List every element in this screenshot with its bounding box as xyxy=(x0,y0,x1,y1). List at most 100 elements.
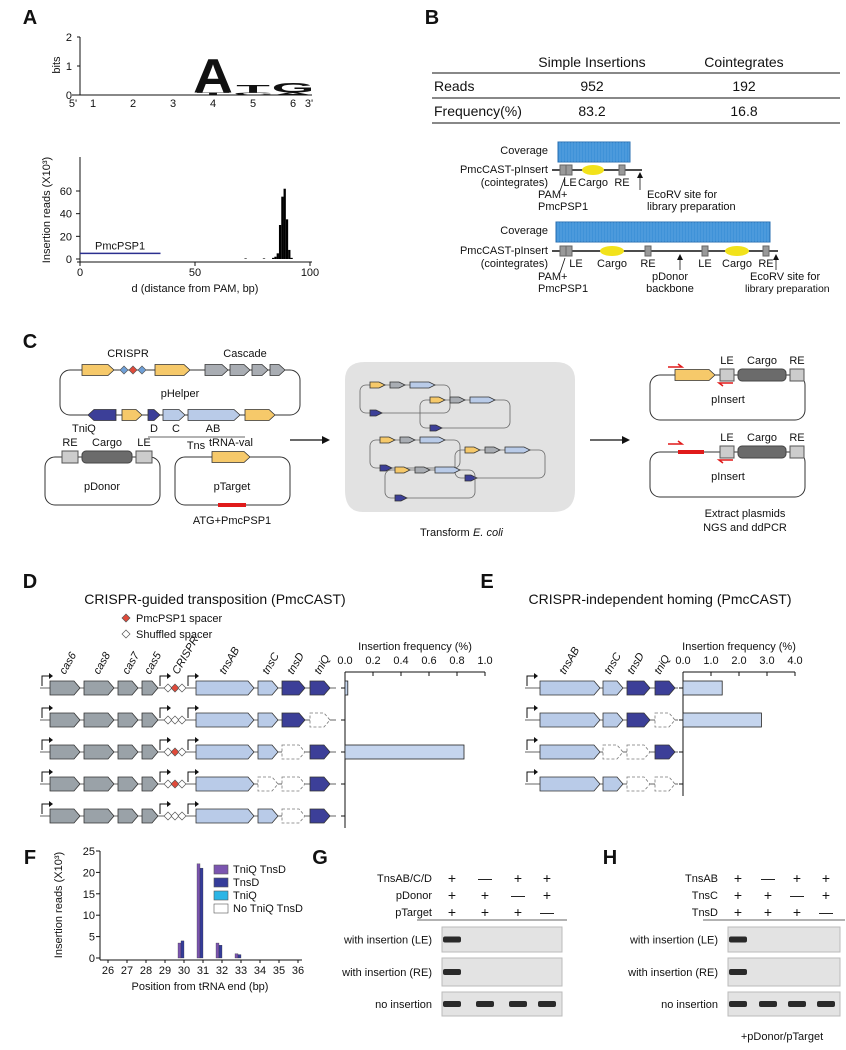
gene xyxy=(87,409,117,421)
x-tick-label: 27 xyxy=(121,965,133,977)
gene xyxy=(654,744,676,760)
label: LE xyxy=(698,258,711,270)
logo-letter: A xyxy=(273,92,313,96)
label: + xyxy=(793,904,801,920)
label: Coverage xyxy=(500,225,548,237)
shape xyxy=(789,368,805,382)
shape xyxy=(678,450,704,454)
shape xyxy=(557,141,631,163)
label: Extract plasmids xyxy=(705,508,786,520)
shape xyxy=(135,450,153,464)
gene xyxy=(195,712,255,728)
label: LE xyxy=(569,258,582,270)
gene-label: tnsAB xyxy=(217,645,242,676)
gene xyxy=(269,364,286,376)
label: PmcCAST-pInsert xyxy=(460,245,548,257)
shape xyxy=(789,445,805,459)
gene xyxy=(379,464,393,472)
y-tick-label: 10 xyxy=(83,910,95,922)
y-tick-label: 0 xyxy=(89,953,95,965)
gene xyxy=(281,744,306,760)
gene xyxy=(379,436,396,444)
label: RE xyxy=(789,432,804,444)
label: + xyxy=(481,904,489,920)
gene xyxy=(141,808,159,824)
cell: 192 xyxy=(732,78,756,94)
x-tick-label: 3.0 xyxy=(759,655,774,667)
promoter xyxy=(526,675,534,686)
cell: 952 xyxy=(580,78,604,94)
bar xyxy=(199,867,204,959)
label: +pDonor/pTarget xyxy=(741,1031,823,1043)
gene xyxy=(244,409,276,421)
gene xyxy=(414,466,431,474)
gene xyxy=(626,712,651,728)
logo-letter: A xyxy=(193,49,233,103)
x-tick-label: 0.0 xyxy=(337,655,352,667)
label: + xyxy=(822,887,830,903)
bar xyxy=(278,225,282,259)
promoter-head xyxy=(49,801,53,807)
shape xyxy=(762,245,770,257)
label: with insertion (RE) xyxy=(341,967,432,979)
label: RE xyxy=(789,355,804,367)
gene xyxy=(117,712,139,728)
gene xyxy=(211,451,251,463)
gene xyxy=(626,680,651,696)
label: (cointegrates) xyxy=(481,258,548,270)
shape xyxy=(737,445,787,459)
panel-label: B xyxy=(425,7,439,29)
x-tick-label: 29 xyxy=(159,965,171,977)
spacer xyxy=(163,715,173,725)
label: PmcPSP1 xyxy=(538,201,588,213)
promoter xyxy=(41,803,49,814)
row-header: Frequency(%) xyxy=(434,103,522,119)
promoter xyxy=(159,803,167,814)
gene xyxy=(257,744,279,760)
gene xyxy=(309,744,331,760)
gene xyxy=(195,808,255,824)
promoter xyxy=(41,739,49,750)
label: EcoRV site for xyxy=(750,271,820,283)
label: with insertion (LE) xyxy=(343,935,432,947)
promoter-head xyxy=(534,673,538,679)
x-tick-label: 1 xyxy=(90,98,96,110)
gene xyxy=(539,744,601,760)
band xyxy=(509,1001,527,1007)
label: PAM+ xyxy=(538,271,567,283)
x-tick-label: 5 xyxy=(250,98,256,110)
cell: 83.2 xyxy=(578,103,605,119)
label: Cargo xyxy=(722,258,752,270)
label: — xyxy=(790,887,804,903)
label: RE xyxy=(614,177,629,189)
shape xyxy=(565,245,573,257)
label: — xyxy=(478,870,492,886)
spacer xyxy=(177,683,187,693)
spacer xyxy=(177,715,187,725)
x-tick-label: 0.8 xyxy=(449,655,464,667)
gene xyxy=(394,494,408,502)
gene xyxy=(49,680,81,696)
gene xyxy=(117,776,139,792)
label: CRISPR xyxy=(107,348,149,360)
gene xyxy=(539,712,601,728)
gene xyxy=(309,680,331,696)
label: Cascade xyxy=(223,348,266,360)
bar xyxy=(290,257,293,259)
band xyxy=(729,1001,747,1007)
label: C xyxy=(172,423,180,435)
gene xyxy=(147,409,161,421)
x-tick-label: 0 xyxy=(77,267,83,279)
label: library preparation xyxy=(745,283,830,295)
label: NGS and ddPCR xyxy=(703,522,787,534)
spacer xyxy=(163,747,173,757)
spacer xyxy=(170,747,180,757)
spacer xyxy=(128,365,138,375)
legend-swatch xyxy=(213,877,229,888)
promoter xyxy=(159,771,167,782)
panel-label: A xyxy=(23,7,37,29)
gene xyxy=(117,680,139,696)
label: + xyxy=(734,870,742,886)
label: PAM+ xyxy=(538,189,567,201)
logo-letter: G xyxy=(272,80,315,96)
